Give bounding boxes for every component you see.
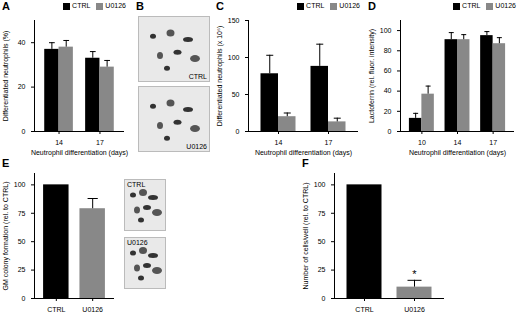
html-text:F: F [302,157,309,169]
svg-text:17: 17 [96,139,104,146]
html-text:C: C [216,0,224,12]
svg-text:10: 10 [418,139,426,146]
svg-text:CTRL: CTRL [355,306,373,313]
svg-text:0: 0 [236,128,240,135]
svg-text:50: 50 [18,238,26,245]
svg-text:0: 0 [22,128,26,135]
svg-text:14: 14 [275,139,283,146]
svg-text:20: 20 [384,108,392,115]
html-text:CTRL: CTRL [127,181,146,188]
html-text:E: E [2,157,10,169]
html-text:B: B [136,0,144,12]
svg-text:50: 50 [232,91,240,98]
svg-text:20: 20 [18,83,26,90]
svg-text:75: 75 [18,210,26,217]
svg-text:Differentiated neutrophils (%): Differentiated neutrophils (%) [2,31,10,122]
svg-text:100: 100 [228,54,240,61]
svg-text:150: 150 [228,17,240,24]
html-text:U0126: U0126 [105,2,126,10]
svg-text:80: 80 [384,47,392,54]
svg-text:Lactoferrin (rel. fluor. inten: Lactoferrin (rel. fluor. intensity) [368,29,376,123]
html-text:CTRL: CTRL [306,2,325,10]
svg-text:0: 0 [388,128,392,135]
svg-text:Neutrophil differentiation (da: Neutrophil differentiation (days) [31,149,128,157]
svg-text:CTRL: CTRL [47,306,65,313]
svg-text:0: 0 [322,295,326,302]
svg-text:25: 25 [318,266,326,273]
svg-text:100: 100 [380,27,392,34]
html-text:A: A [2,0,10,12]
svg-text:Neutrophil differentiation (da: Neutrophil differentiation (days) [409,149,506,157]
html-text:CTRL: CTRL [462,2,481,10]
svg-text:14: 14 [454,139,462,146]
svg-text:50: 50 [318,238,326,245]
svg-text:25: 25 [18,266,26,273]
svg-text:40: 40 [18,39,26,46]
svg-text:60: 60 [384,67,392,74]
html-text:CTRL: CTRL [188,73,207,80]
svg-text:U0126: U0126 [404,306,425,313]
svg-text:14: 14 [55,139,63,146]
svg-text:Neutrophil differentiation (da: Neutrophil differentiation (days) [255,149,352,157]
svg-text:Differentiated neutrophils (x: Differentiated neutrophils (x 10⁶) [216,26,224,126]
svg-text:100: 100 [314,181,326,188]
svg-text:0: 0 [22,295,26,302]
html-text:CTRL: CTRL [72,2,91,10]
svg-text:17: 17 [489,139,497,146]
html-text:U0126: U0126 [495,2,516,10]
html-text:D: D [368,0,376,12]
svg-text:Number of cells/well (rel. to: Number of cells/well (rel. to CTRL) [302,183,310,290]
svg-text:*: * [412,268,417,280]
svg-text:U0126: U0126 [82,306,103,313]
html-text:U0126: U0126 [186,143,207,150]
svg-text:75: 75 [318,210,326,217]
svg-text:100: 100 [14,181,26,188]
svg-text:GM colony formation (rel. to C: GM colony formation (rel. to CTRL) [2,182,10,291]
svg-text:40: 40 [384,87,392,94]
svg-text:17: 17 [325,139,333,146]
html-text:U0126: U0126 [339,2,360,10]
html-text:U0126: U0126 [127,239,148,246]
